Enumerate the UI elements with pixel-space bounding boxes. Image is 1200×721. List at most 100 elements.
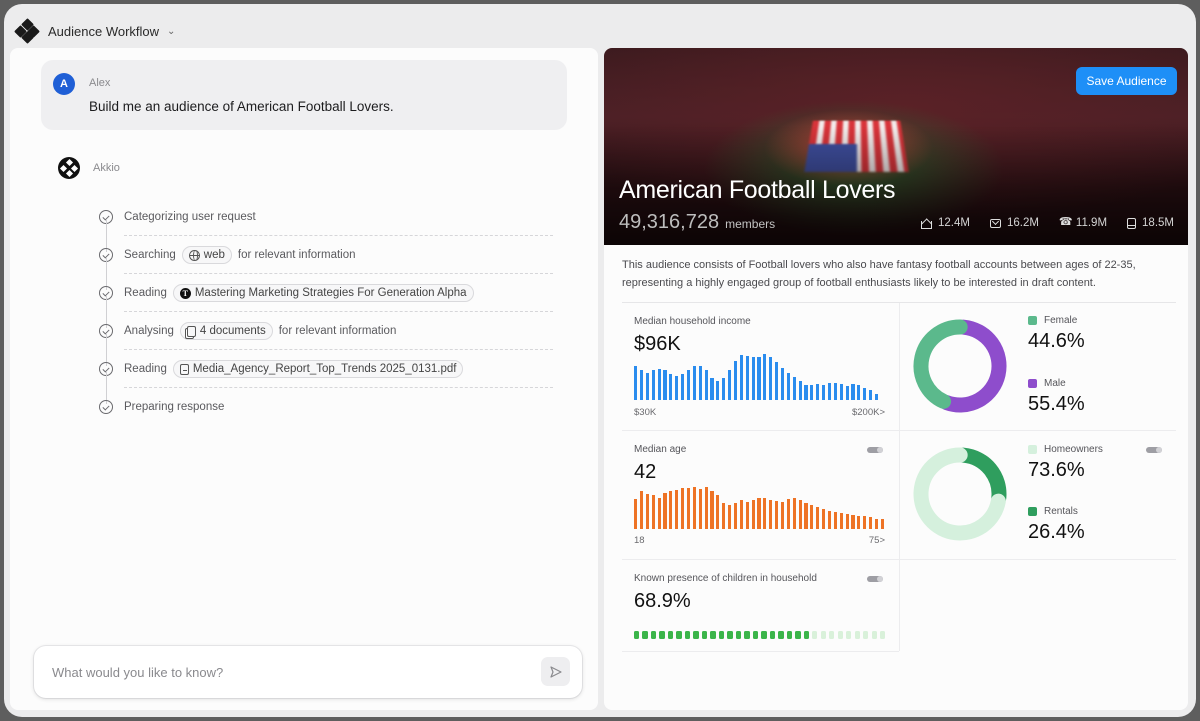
- source-chip[interactable]: web: [181, 246, 232, 264]
- progress-dot: [667, 631, 674, 639]
- female-swatch: [1028, 316, 1037, 325]
- user-name: Alex: [89, 77, 111, 89]
- histogram-bar: [857, 384, 861, 400]
- male-legend: Male 55.4%: [1028, 378, 1085, 416]
- progress-dot: [803, 631, 809, 639]
- histogram-bar: [716, 381, 720, 400]
- histogram-bar: [728, 370, 732, 400]
- step-suffix: for relevant information: [237, 249, 356, 261]
- histogram-bar: [839, 512, 843, 529]
- female-label: Female: [1044, 315, 1078, 326]
- histogram-bar: [816, 383, 820, 400]
- histogram-bar: [839, 383, 843, 400]
- age-toggle[interactable]: [867, 447, 883, 453]
- histogram-bar: [739, 355, 743, 400]
- workflow-title-dropdown[interactable]: Audience Workflow: [48, 23, 160, 39]
- source-chip-label: 4 documents: [199, 325, 266, 337]
- histogram-bar: [657, 497, 661, 529]
- histogram-bar: [775, 362, 779, 400]
- histogram-bar: [657, 368, 661, 400]
- histogram-bar: [845, 513, 849, 529]
- histogram-bar: [751, 500, 755, 529]
- histogram-bar: [698, 366, 702, 400]
- histogram-bar: [863, 516, 867, 529]
- step-label: Preparing response: [124, 401, 225, 413]
- histogram-bar: [786, 372, 790, 400]
- progress-step: Reading T Mastering Marketing Strategies F…: [98, 274, 553, 328]
- chat-input[interactable]: [52, 661, 512, 683]
- histogram-bar: [804, 384, 808, 400]
- chat-panel: A Alex Build me an audience of American …: [10, 48, 598, 710]
- histogram-bar: [663, 370, 667, 400]
- nyt-logo-icon: T: [179, 287, 191, 299]
- histogram-bar: [634, 366, 638, 400]
- histogram-bar: [745, 355, 749, 400]
- histogram-bar: [698, 489, 702, 529]
- step-label: Analysing: [124, 325, 174, 337]
- source-chip[interactable]: Media_Agency_Report_Top_Trends 2025_0131…: [172, 360, 464, 378]
- female-legend: Female 44.6%: [1028, 315, 1085, 353]
- histogram-bar: [851, 383, 855, 400]
- progress-step: Reading Media_Agency_Report_Top_Trends 20…: [98, 350, 553, 404]
- homeowners-label: Homeowners: [1044, 444, 1103, 455]
- send-button[interactable]: [541, 657, 570, 686]
- male-value: 55.4%: [1028, 393, 1085, 415]
- progress-dot: [871, 631, 877, 639]
- progress-dot: [693, 631, 699, 639]
- histogram-bar: [833, 382, 837, 400]
- progress-dot: [701, 631, 708, 639]
- stat-value: 12.4M: [937, 217, 970, 229]
- female-value: 44.6%: [1028, 330, 1085, 352]
- housing-toggle[interactable]: [1146, 447, 1162, 453]
- histogram-bar: [845, 386, 849, 400]
- step-label: Categorizing user request: [124, 211, 256, 223]
- histogram-bar: [757, 497, 761, 529]
- file-icon: [179, 363, 189, 375]
- male-label: Male: [1044, 378, 1066, 389]
- rentals-value: 26.4%: [1028, 521, 1085, 543]
- histogram-bar: [874, 518, 879, 529]
- stat-mobile: 18.5M: [1127, 217, 1174, 229]
- user-message: A Alex Build me an audience of American …: [41, 60, 567, 130]
- histogram-bar: [651, 370, 655, 400]
- rentals-label: Rentals: [1044, 506, 1078, 517]
- histogram-bar: [722, 502, 726, 529]
- progress-dot: [684, 631, 691, 639]
- send-icon: [549, 665, 562, 678]
- histogram-bar: [833, 511, 837, 529]
- progress-steps: Categorizing user request Searching web for…: [98, 198, 553, 426]
- histogram-bar: [639, 370, 644, 400]
- progress-dot: [846, 631, 852, 639]
- histogram-bar: [757, 356, 761, 400]
- children-toggle[interactable]: [867, 576, 883, 582]
- histogram-bar: [769, 500, 773, 529]
- homeowners-swatch: [1028, 445, 1037, 454]
- histogram-bar: [863, 388, 867, 400]
- stat-value: 18.5M: [1142, 217, 1174, 229]
- histogram-bar: [751, 356, 755, 400]
- progress-step: Preparing response: [98, 388, 553, 426]
- income-axis-max: $200K>: [851, 407, 885, 418]
- income-card: Median household income $96K $30K $200K>: [622, 303, 899, 430]
- histogram-bar: [804, 502, 808, 529]
- mobile-device-icon: [1127, 217, 1137, 229]
- progress-dot: [752, 631, 759, 639]
- progress-dot: [761, 631, 767, 639]
- progress-dot: [659, 631, 665, 639]
- histogram-bar: [816, 507, 820, 529]
- histogram-bar: [780, 367, 785, 400]
- chevron-down-icon[interactable]: ⌄: [167, 25, 176, 37]
- gender-donut-chart: [913, 319, 1007, 413]
- age-card: Median age 42 18 75>: [622, 431, 899, 559]
- step-label: Reading: [124, 363, 167, 375]
- check-circle-icon: [99, 400, 113, 414]
- progress-dot: [634, 631, 640, 639]
- housing-card: Homeowners 73.6% Rentals 26.4%: [900, 431, 1176, 559]
- children-card: Known presence of children in household …: [622, 560, 899, 651]
- progress-dot: [854, 631, 860, 639]
- source-chip[interactable]: 4 documents: [179, 322, 273, 340]
- audience-member-count: 49,316,728 members: [619, 211, 775, 234]
- audience-panel: Save Audience American Football Lovers 4…: [604, 48, 1188, 710]
- source-chip[interactable]: T Mastering Marketing Strategies For Gene…: [172, 284, 474, 302]
- save-audience-button[interactable]: Save Audience: [1076, 67, 1177, 95]
